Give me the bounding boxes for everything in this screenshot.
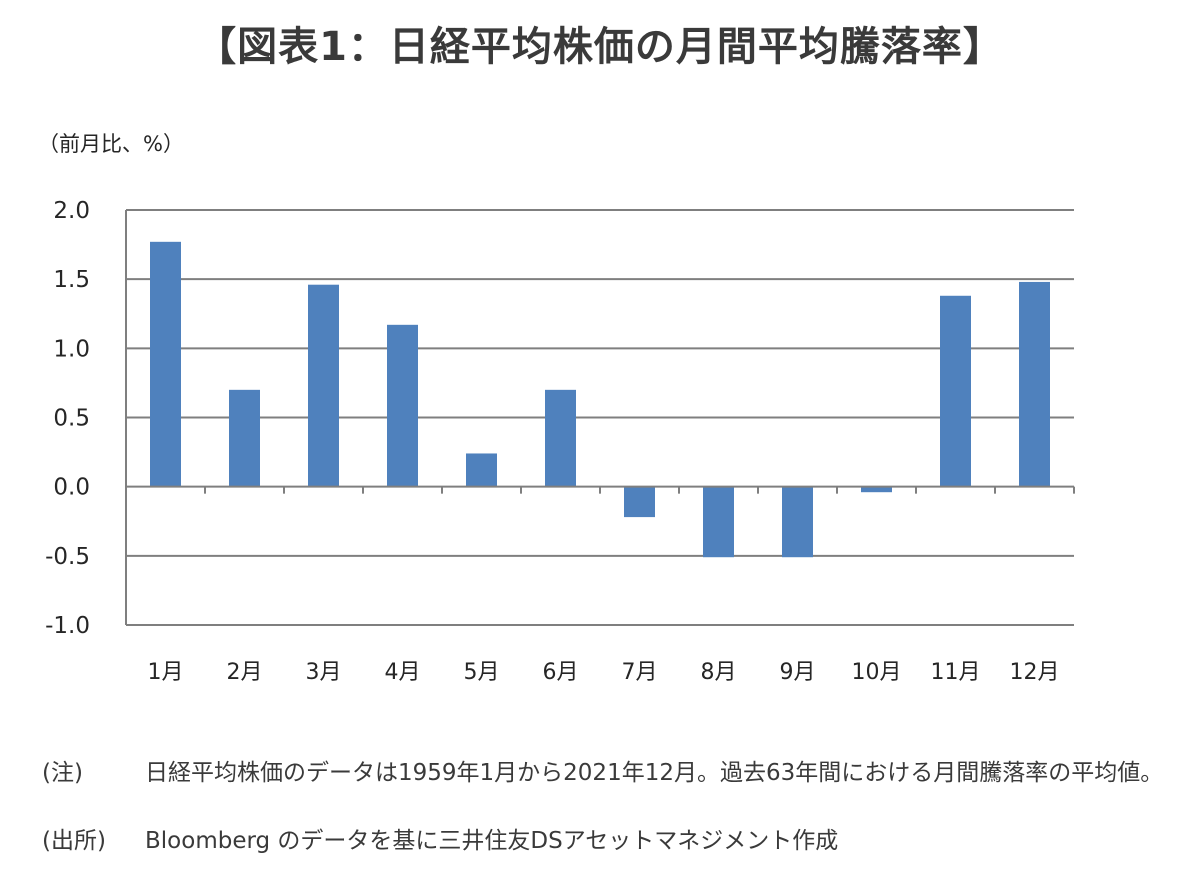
x-tick-label: 10月 (852, 660, 902, 685)
y-tick-label: -0.5 (45, 544, 90, 570)
grid-lines (126, 209, 1074, 626)
y-tick-label: 0.0 (53, 475, 90, 501)
y-tick-label: 2.0 (53, 198, 90, 224)
note-tag: (注) (42, 760, 83, 786)
x-tick-label: 1月 (148, 660, 184, 685)
y-tick-label: -1.0 (45, 613, 90, 639)
bar (624, 486, 655, 518)
source-footnote: (出所) Bloomberg のデータを基に三井住友DSアセットマネジメント作成 (42, 826, 1182, 858)
x-tick-label: 11月 (931, 660, 981, 685)
bar (545, 389, 576, 487)
x-tick-label: 8月 (701, 660, 737, 685)
x-tick-label: 6月 (543, 660, 579, 685)
y-tick-label: 0.5 (53, 406, 90, 432)
bar (229, 389, 260, 487)
bar-chart: 2.0 1.5 1.0 0.5 0.0 -0.5 -1.0 1月 2月 3月 4月 5月 6月 7月 8月 9… (45, 198, 1075, 685)
bar (308, 284, 339, 487)
bar (703, 486, 734, 558)
x-tick-label: 2月 (227, 660, 263, 685)
x-tick-label: 9月 (780, 660, 816, 685)
bar (466, 453, 497, 487)
y-tick-label: 1.5 (53, 267, 90, 293)
bar (1019, 281, 1050, 487)
y-tick-label: 1.0 (53, 336, 90, 362)
axes (125, 210, 1075, 625)
bar (940, 295, 971, 487)
x-tick-label: 5月 (464, 660, 500, 685)
x-tick-label: 3月 (306, 660, 342, 685)
x-tick-label: 12月 (1010, 660, 1060, 685)
bar (387, 324, 418, 487)
axis-labels: 2.0 1.5 1.0 0.5 0.0 -0.5 -1.0 1月 2月 3月 4月 5月 6月 7月 8月 9… (45, 198, 1059, 685)
y-axis-unit-label: （前月比、%） (38, 132, 184, 156)
note-footnote: (注) 日経平均株価のデータは1959年1月から2021年12月。過去63年間に… (42, 758, 1182, 818)
source-text: Bloomberg のデータを基に三井住友DSアセットマネジメント作成 (145, 828, 839, 854)
bar (782, 486, 813, 558)
bar (150, 241, 181, 487)
bars (150, 241, 1050, 558)
chart-title: 【図表1：日経平均株価の月間平均騰落率】 (196, 24, 1004, 70)
x-tick-label: 7月 (622, 660, 658, 685)
source-tag: (出所) (42, 828, 106, 854)
note-text: 日経平均株価のデータは1959年1月から2021年12月。過去63年間における月… (145, 760, 1164, 786)
x-tick-label: 4月 (385, 660, 421, 685)
bar (861, 486, 892, 493)
